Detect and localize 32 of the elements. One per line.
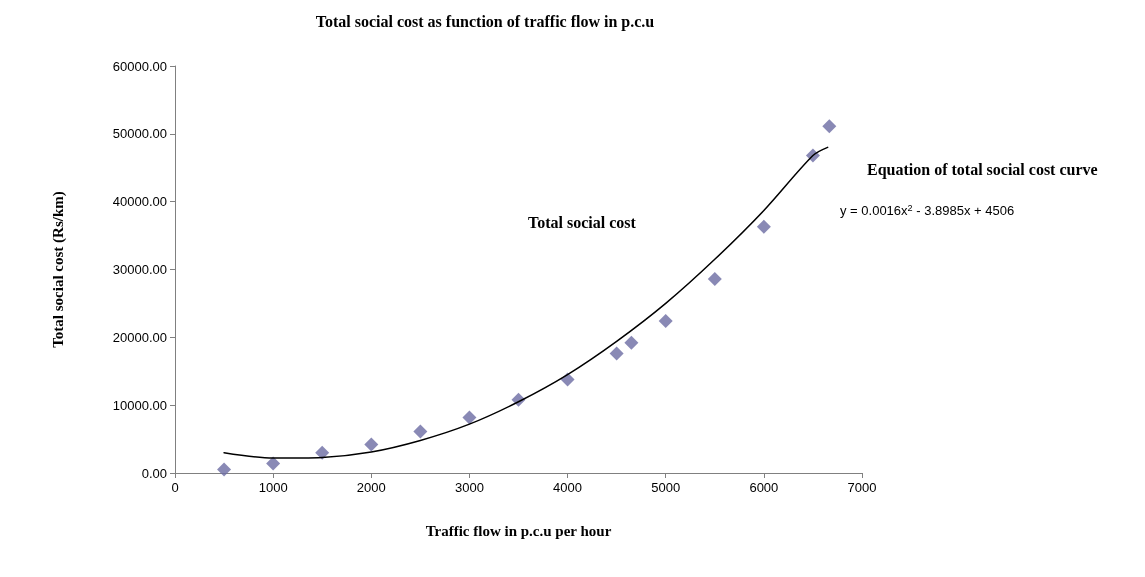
point [707, 272, 722, 286]
y-axis-title: Total social cost (Rs/km) [49, 191, 67, 348]
x-tick-label: 1000 [258, 480, 288, 495]
x-tick-label: 0 [171, 480, 179, 495]
x-tick-label: 7000 [847, 480, 877, 495]
text: Equation of total social cost curve [867, 160, 1098, 179]
y-tick-label: 20000.00 [112, 329, 167, 345]
x-tick-label: 4000 [553, 480, 583, 495]
point [217, 462, 232, 477]
x-tick-label: 3000 [454, 480, 484, 495]
point [658, 314, 673, 329]
point [609, 346, 624, 361]
point [413, 424, 428, 439]
y-tick-label: 30000.00 [112, 262, 167, 277]
point [822, 119, 837, 134]
point [266, 456, 281, 471]
point [756, 219, 771, 234]
x-tick-label: 6000 [749, 480, 779, 495]
point [364, 437, 379, 452]
annotation: Total social cost [528, 213, 637, 231]
x-tick-label: 5000 [651, 480, 681, 495]
y-tick-label: 10000.00 [112, 397, 167, 413]
chart-title: Total social cost as function of traffic flow in p.c.u [315, 12, 655, 31]
y-tick-label: 60000.00 [112, 58, 167, 74]
x-axis-title: Traffic flow in p.c.u per hour [425, 522, 612, 539]
y-tick-label: 40000.00 [112, 194, 167, 210]
point [315, 445, 330, 460]
x-tick-label: 2000 [356, 480, 386, 495]
point [462, 410, 477, 425]
y-tick-label: 0.00 [141, 465, 167, 481]
point [624, 335, 639, 350]
y-tick-label: 50000.00 [112, 126, 167, 142]
